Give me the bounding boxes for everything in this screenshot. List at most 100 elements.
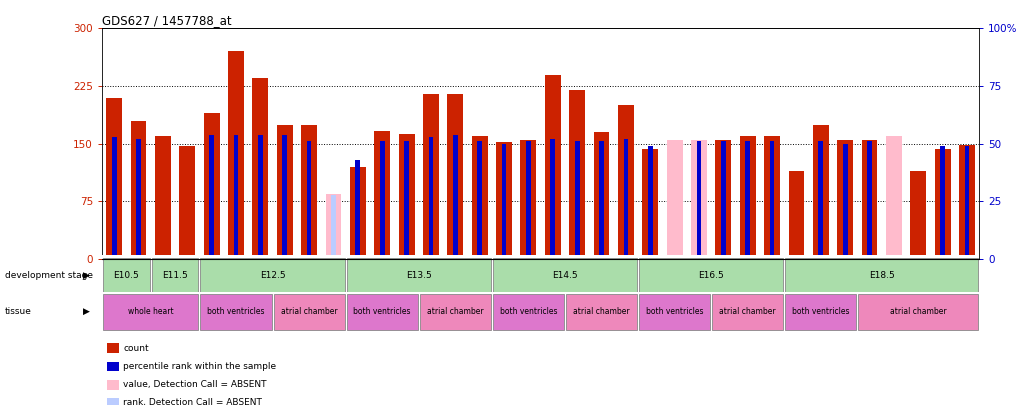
Text: E10.5: E10.5 <box>113 271 140 280</box>
Bar <box>112 137 116 259</box>
Bar <box>423 94 438 259</box>
Bar <box>618 105 633 259</box>
Text: atrial chamber: atrial chamber <box>280 307 337 316</box>
Bar <box>350 167 366 259</box>
Text: GDS627 / 1457788_at: GDS627 / 1457788_at <box>102 14 231 27</box>
Text: atrial chamber: atrial chamber <box>573 307 629 316</box>
Bar <box>958 145 974 259</box>
Bar <box>273 294 344 330</box>
Bar <box>842 144 847 259</box>
Bar <box>837 140 852 259</box>
Bar <box>472 136 487 259</box>
Bar <box>566 294 637 330</box>
Bar <box>307 141 311 259</box>
Text: both ventricles: both ventricles <box>354 307 411 316</box>
Text: E13.5: E13.5 <box>406 271 431 280</box>
Bar <box>711 294 783 330</box>
Bar <box>886 136 901 259</box>
Bar <box>544 75 560 259</box>
Bar <box>817 141 822 259</box>
Bar <box>130 121 147 259</box>
Bar <box>964 146 968 259</box>
Bar <box>666 140 682 259</box>
Bar <box>495 142 512 259</box>
Bar <box>763 136 780 259</box>
Bar <box>346 258 490 293</box>
Bar <box>714 140 731 259</box>
Bar <box>325 194 341 259</box>
Bar <box>550 139 554 259</box>
Bar <box>209 134 214 259</box>
Bar <box>447 94 463 259</box>
Bar <box>501 144 505 259</box>
Bar <box>647 146 652 259</box>
Bar <box>569 90 585 259</box>
Bar <box>933 149 950 259</box>
Bar <box>155 136 170 259</box>
Bar <box>639 258 783 293</box>
Text: E11.5: E11.5 <box>162 271 187 280</box>
Bar <box>520 140 536 259</box>
Text: E18.5: E18.5 <box>868 271 894 280</box>
Text: both ventricles: both ventricles <box>499 307 556 316</box>
Text: atrial chamber: atrial chamber <box>427 307 483 316</box>
Text: E14.5: E14.5 <box>551 271 577 280</box>
Bar <box>356 160 360 259</box>
Text: count: count <box>123 344 149 353</box>
Bar <box>696 141 701 259</box>
Text: atrial chamber: atrial chamber <box>718 307 775 316</box>
Bar <box>691 140 706 259</box>
Bar <box>785 294 856 330</box>
Bar <box>204 113 219 259</box>
Bar <box>228 51 244 259</box>
Bar <box>492 294 564 330</box>
Bar <box>720 141 725 259</box>
Bar <box>623 139 628 259</box>
Bar <box>858 294 977 330</box>
Bar <box>404 141 409 259</box>
Bar <box>788 171 804 259</box>
Bar <box>861 140 876 259</box>
Bar <box>593 132 608 259</box>
Bar <box>598 141 603 259</box>
Bar <box>452 134 458 259</box>
Bar <box>575 141 579 259</box>
Bar <box>492 258 637 293</box>
Bar <box>258 134 263 259</box>
Text: whole heart: whole heart <box>127 307 173 316</box>
Bar <box>769 141 773 259</box>
Bar <box>201 294 271 330</box>
Text: rank, Detection Call = ABSENT: rank, Detection Call = ABSENT <box>123 399 262 405</box>
Text: both ventricles: both ventricles <box>207 307 265 316</box>
Text: E12.5: E12.5 <box>260 271 285 280</box>
Bar <box>152 258 199 293</box>
Bar <box>233 134 238 259</box>
Bar <box>812 125 827 259</box>
Bar <box>739 136 755 259</box>
Bar <box>785 258 977 293</box>
Text: ▶: ▶ <box>83 307 90 316</box>
Bar <box>940 146 944 259</box>
Bar <box>398 134 414 259</box>
Bar <box>477 141 482 259</box>
Bar <box>639 294 709 330</box>
Bar <box>103 294 199 330</box>
Bar <box>374 131 389 259</box>
Text: both ventricles: both ventricles <box>645 307 703 316</box>
Bar <box>201 258 344 293</box>
Bar <box>642 149 657 259</box>
Bar <box>106 98 122 259</box>
Bar <box>137 139 141 259</box>
Bar <box>745 141 749 259</box>
Text: value, Detection Call = ABSENT: value, Detection Call = ABSENT <box>123 380 267 389</box>
Bar <box>179 146 195 259</box>
Text: tissue: tissue <box>5 307 32 316</box>
Text: percentile rank within the sample: percentile rank within the sample <box>123 362 276 371</box>
Bar <box>331 194 335 259</box>
Bar <box>379 141 384 259</box>
Bar <box>866 141 871 259</box>
Bar <box>103 258 150 293</box>
Bar <box>276 125 292 259</box>
Bar <box>526 141 530 259</box>
Bar <box>428 137 433 259</box>
